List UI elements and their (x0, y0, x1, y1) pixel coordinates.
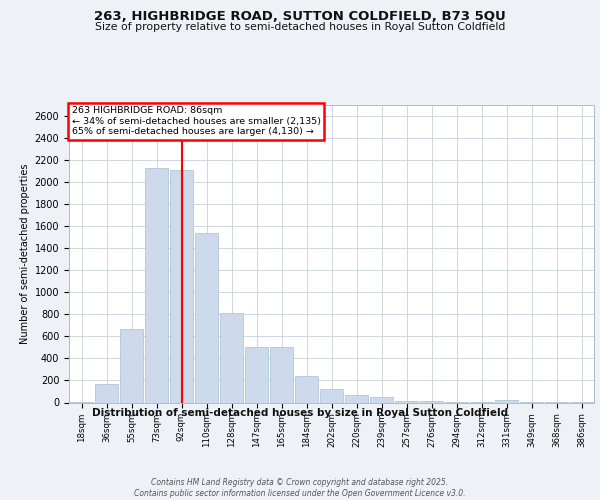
Y-axis label: Number of semi-detached properties: Number of semi-detached properties (20, 164, 31, 344)
Bar (120, 328, 143, 402)
Bar (195, 233, 218, 402)
Bar (95, 384, 118, 402)
Bar (145, 168, 168, 402)
Bar (295, 376, 318, 402)
Bar (320, 388, 343, 402)
Text: Distribution of semi-detached houses by size in Royal Sutton Coldfield: Distribution of semi-detached houses by … (92, 408, 508, 418)
Bar (395, 401, 418, 402)
Text: Size of property relative to semi-detached houses in Royal Sutton Coldfield: Size of property relative to semi-detach… (95, 22, 505, 32)
Bar (495, 400, 518, 402)
Text: 263 HIGHBRIDGE ROAD: 86sqm
← 34% of semi-detached houses are smaller (2,135)
65%: 263 HIGHBRIDGE ROAD: 86sqm ← 34% of semi… (71, 106, 320, 136)
Bar (420, 401, 443, 402)
Bar (220, 313, 243, 402)
Bar (170, 170, 193, 402)
Text: Contains HM Land Registry data © Crown copyright and database right 2025.
Contai: Contains HM Land Registry data © Crown c… (134, 478, 466, 498)
Bar (245, 348, 268, 403)
Bar (345, 395, 368, 402)
Bar (270, 348, 293, 403)
Text: 263, HIGHBRIDGE ROAD, SUTTON COLDFIELD, B73 5QU: 263, HIGHBRIDGE ROAD, SUTTON COLDFIELD, … (94, 10, 506, 23)
Bar (370, 397, 393, 402)
